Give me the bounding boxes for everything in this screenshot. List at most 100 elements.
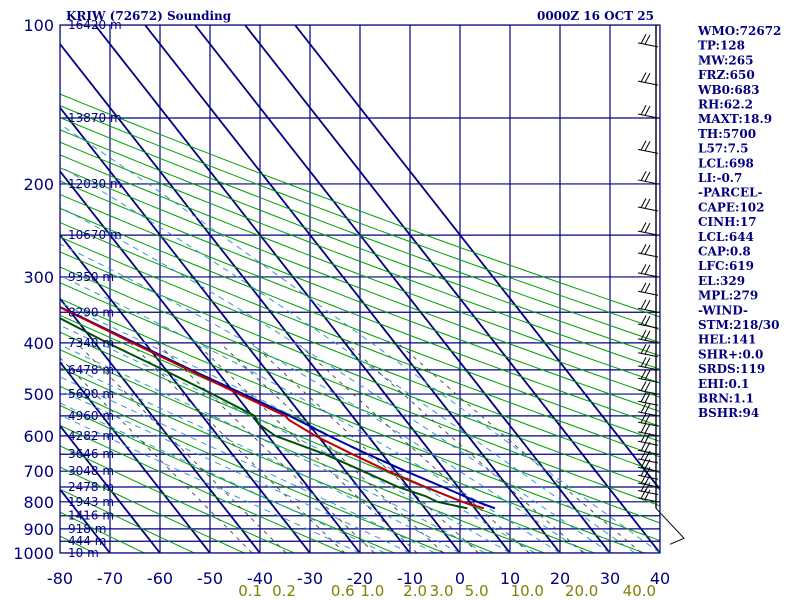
dry-adiabat [60, 445, 295, 553]
wind-barb-flag [644, 141, 651, 151]
parameter-line: SHR+:0.0 [698, 347, 763, 361]
moist-adiabat [60, 402, 386, 553]
isotherm-line [60, 169, 361, 553]
height-label: 4282 m [68, 429, 114, 443]
height-label: 6478 m [68, 363, 114, 377]
wind-barb-flag [644, 105, 651, 116]
wind-barb-flag [640, 171, 647, 181]
wind-barb-flag [640, 450, 647, 460]
dry-adiabat [60, 236, 660, 474]
wind-barb-flag [640, 413, 647, 424]
mixing-ratio-line [345, 342, 584, 553]
wind-barb-flag [640, 264, 647, 274]
wind-barb-flag [644, 381, 651, 392]
temperature-label: 20 [550, 569, 570, 588]
dry-adiabat [60, 424, 345, 553]
height-label: 9350 m [68, 270, 114, 284]
isotherm-line [0, 25, 10, 553]
parameter-line: HEL:141 [698, 333, 756, 347]
height-label: 10 m [68, 546, 99, 560]
dry-adiabat [60, 349, 545, 553]
dry-adiabat [60, 488, 195, 553]
wind-barb-flag [644, 72, 651, 83]
wind-barb-flag [644, 315, 651, 326]
wind-barb-flag [640, 474, 647, 485]
wind-barbs [637, 25, 685, 545]
mixing-ratio-line [195, 342, 418, 553]
dry-adiabat [60, 266, 660, 507]
parameter-line: FRZ:650 [698, 68, 755, 82]
dry-adiabat [60, 282, 660, 524]
wind-barb-flag [640, 403, 647, 413]
surface-wind-barb [655, 507, 685, 545]
chart-datetime: 0000Z 16 OCT 25 [537, 9, 654, 23]
temperature-label: 40 [650, 569, 670, 588]
dry-adiabat [60, 207, 660, 443]
dry-adiabat [60, 180, 660, 413]
wind-barb-flag [640, 198, 647, 208]
wind-barb-flag [644, 413, 651, 424]
wind-barb-flag [640, 343, 647, 354]
plot-frame [59, 24, 661, 554]
wind-barb-flag [644, 330, 651, 341]
temperature-label: 30 [600, 569, 620, 588]
pressure-label: 900 [23, 520, 54, 539]
parameter-line: LI:-0.7 [698, 171, 742, 185]
wind-barb-flag [640, 441, 647, 452]
plot-area [0, 25, 660, 553]
isotherm-line [60, 360, 211, 553]
wind-barb-flag [644, 344, 651, 355]
wind-barb-flag [640, 381, 647, 392]
wind-barb-flag [644, 370, 651, 380]
wind-barb-flag [640, 488, 647, 499]
parameter-line: BRN:1.1 [698, 392, 754, 406]
height-label: 1416 m [68, 509, 114, 523]
wind-barb-flag [640, 244, 647, 255]
wind-barb-flag [640, 282, 647, 293]
pressure-label: 200 [23, 175, 54, 194]
mixing-ratio-label: 1.0 [360, 582, 384, 600]
parameter-line: WB0:683 [697, 83, 759, 97]
moist-adiabat [60, 361, 461, 553]
dry-adiabat [60, 105, 660, 331]
parameter-line: CAP:0.8 [698, 245, 751, 259]
dry-adiabat [60, 331, 595, 553]
wind-barb-flag [640, 369, 647, 380]
dry-adiabat [60, 404, 395, 553]
wind-barb-flag [644, 198, 651, 209]
wind-barb-flag [640, 466, 647, 477]
dry-adiabat [60, 298, 660, 542]
mixing-ratio-label: 2.0 [403, 582, 427, 600]
wind-barb-flag [640, 392, 647, 403]
wind-barb-flag [640, 458, 647, 469]
wind-barb-flag [640, 140, 647, 151]
moist-adiabat [60, 302, 536, 553]
height-label: 13870 m [68, 111, 122, 125]
dewpoint-trace [60, 317, 468, 510]
temperature-label: -40 [247, 569, 273, 588]
wind-barb-flag [640, 330, 647, 340]
pressure-label: 300 [23, 268, 54, 287]
mixing-ratio-line [219, 342, 444, 553]
parameter-line: LCL:644 [698, 230, 754, 244]
parameter-line: SRDS:119 [698, 362, 765, 376]
wind-barb-flag [644, 432, 651, 443]
dry-adiabat [60, 193, 660, 427]
height-label: 2478 m [68, 480, 114, 494]
mixing-ratio-line [129, 342, 346, 553]
parameter-line: MPL:279 [698, 289, 758, 303]
parameter-line: L57:7.5 [698, 142, 748, 156]
temperature-trace [60, 306, 485, 510]
wind-barb-flag [644, 264, 651, 275]
temperature-label: -50 [197, 569, 223, 588]
dry-adiabat [60, 221, 660, 458]
moist-adiabat [60, 123, 660, 553]
wind-barb-flag [644, 489, 651, 500]
temperature-label: -30 [297, 569, 323, 588]
height-label: 7340 m [68, 336, 114, 350]
wind-barb-flag [644, 403, 651, 414]
parameter-line: CINH:17 [698, 215, 757, 229]
mixing-ratio-label: 5.0 [465, 582, 489, 600]
parameter-line: STM:218/30 [698, 318, 779, 332]
